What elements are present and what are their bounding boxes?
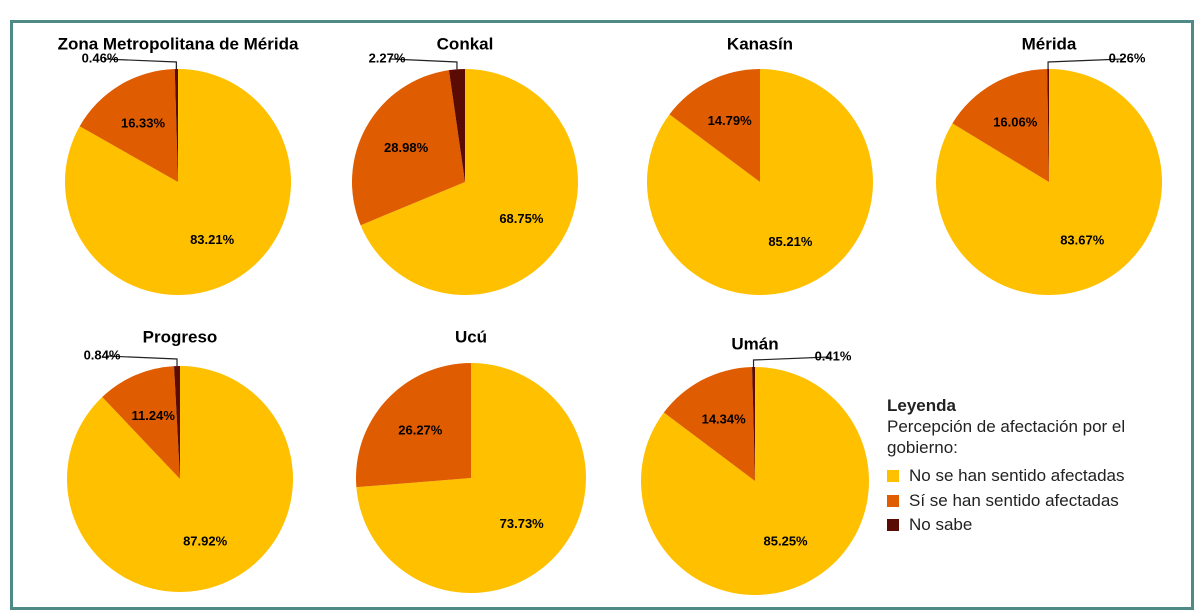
leader-line (1047, 58, 1124, 70)
legend-item: No se han sentido afectadas (887, 464, 1187, 489)
value-label: 0.46% (82, 50, 119, 65)
pie-title: Mérida (1022, 34, 1077, 53)
value-label: 14.79% (708, 113, 753, 128)
pie-slice (65, 69, 291, 296)
pie-slice (1047, 69, 1049, 182)
value-label: 85.21% (768, 234, 813, 249)
pie-slice (752, 367, 755, 481)
legend-item: No sabe (887, 513, 1187, 538)
leader-line (752, 356, 830, 368)
pie-title: Ucú (455, 327, 487, 346)
value-label: 0.84% (84, 347, 121, 362)
value-label: 73.73% (500, 516, 545, 531)
value-label: 2.27% (369, 50, 406, 65)
pie-slice (102, 366, 180, 479)
pie-slice (174, 69, 178, 182)
value-label: 0.41% (815, 348, 852, 363)
value-label: 0.26% (1109, 50, 1146, 65)
value-label: 16.06% (993, 115, 1038, 130)
legend-swatch (887, 470, 899, 483)
value-label: 87.92% (183, 533, 228, 548)
pie-slice (935, 69, 1162, 295)
legend: Leyenda Percepción de afectación por el … (887, 396, 1187, 538)
leader-line (105, 355, 178, 367)
legend-title: Leyenda (887, 396, 956, 415)
pie-slice (356, 363, 586, 593)
value-label: 85.25% (764, 534, 809, 549)
pie-slice (448, 69, 465, 182)
value-label: 11.24% (132, 408, 176, 423)
leader-line (103, 58, 177, 70)
leader-line (390, 58, 458, 70)
pie-slice (663, 367, 755, 481)
pie-slice (79, 69, 178, 182)
value-label: 68.75% (499, 211, 544, 226)
legend-swatch (887, 494, 899, 507)
pie-title: Umán (731, 334, 778, 353)
pie-title: Kanasín (727, 34, 793, 53)
value-label: 14.34% (702, 412, 747, 427)
pie-slice (352, 70, 465, 226)
pie-slice (360, 69, 578, 295)
pie-title: Zona Metropolitana de Mérida (58, 34, 299, 53)
legend-item: Sí se han sentido afectadas (887, 489, 1187, 514)
value-label: 83.21% (190, 232, 235, 247)
legend-swatch (887, 519, 899, 532)
value-label: 83.67% (1060, 233, 1105, 248)
pie-title: Progreso (143, 327, 218, 346)
pie-slice (952, 69, 1049, 182)
value-label: 16.33% (121, 115, 166, 130)
legend-items: No se han sentido afectadas Sí se han sen… (887, 464, 1187, 538)
value-label: 28.98% (384, 140, 429, 155)
legend-label: Sí se han sentido afectadas (909, 490, 1119, 510)
pie-slice (174, 365, 180, 479)
value-label: 26.27% (398, 423, 443, 438)
pie-slice (356, 363, 471, 488)
pie-slice (669, 69, 760, 182)
legend-label: No sabe (909, 515, 973, 535)
legend-label: No se han sentido afectadas (909, 466, 1125, 486)
pie-title: Conkal (437, 34, 494, 53)
legend-subtitle: Percepción de afectación por el gobierno… (887, 417, 1126, 457)
